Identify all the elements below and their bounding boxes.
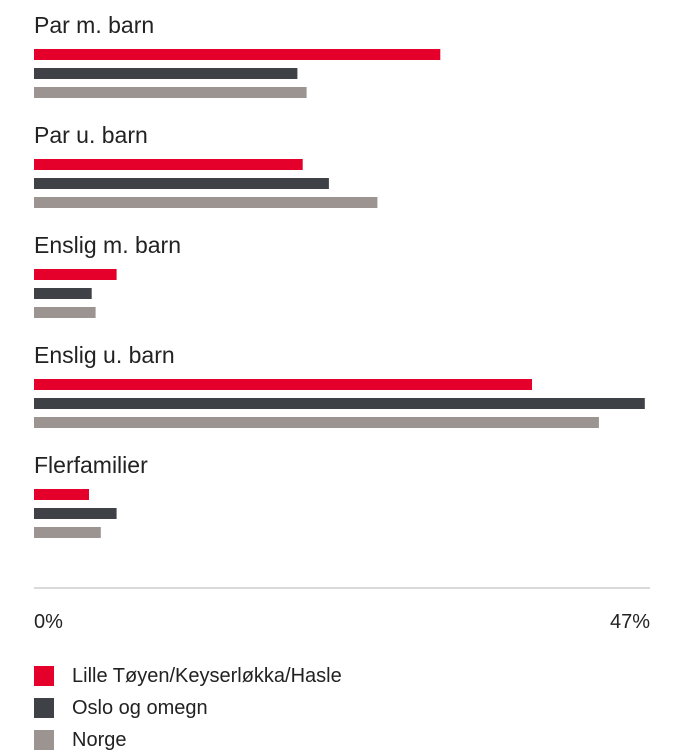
legend-label: Oslo og omegn [72,696,208,719]
legend-swatch [34,666,54,686]
legend-item: Lille Tøyen/Keyserløkka/Hasle [34,660,342,692]
legend-item: Oslo og omegn [34,692,342,724]
bar [34,508,117,519]
legend-item: Norge [34,724,342,756]
x-tick-label-max: 47% [610,611,650,633]
category-label: Enslig u. barn [34,342,175,368]
bar-chart: 0% 47% Par m. barn Par u. barn Enslig m. b… [34,12,650,633]
x-tick-label-min: 0% [34,611,63,633]
category-label: Par m. barn [34,12,154,38]
legend: Lille Tøyen/Keyserløkka/Hasle Oslo og om… [34,660,342,756]
bar [34,68,298,79]
category-label: Enslig m. barn [34,232,181,258]
bar [34,49,441,60]
bar [34,527,101,538]
category-label: Par u. barn [34,122,148,148]
bar [34,417,599,428]
bar [34,307,96,318]
category-label: Flerfamilier [34,452,148,478]
legend-swatch [34,698,54,718]
bar [34,87,307,98]
legend-label: Lille Tøyen/Keyserløkka/Hasle [72,664,342,687]
bar [34,489,89,500]
bar [34,288,92,299]
bar [34,379,532,390]
bar [34,398,645,409]
legend-swatch [34,730,54,750]
bar [34,197,378,208]
bar [34,178,329,189]
legend-label: Norge [72,728,127,751]
bar [34,159,303,170]
bar [34,269,117,280]
